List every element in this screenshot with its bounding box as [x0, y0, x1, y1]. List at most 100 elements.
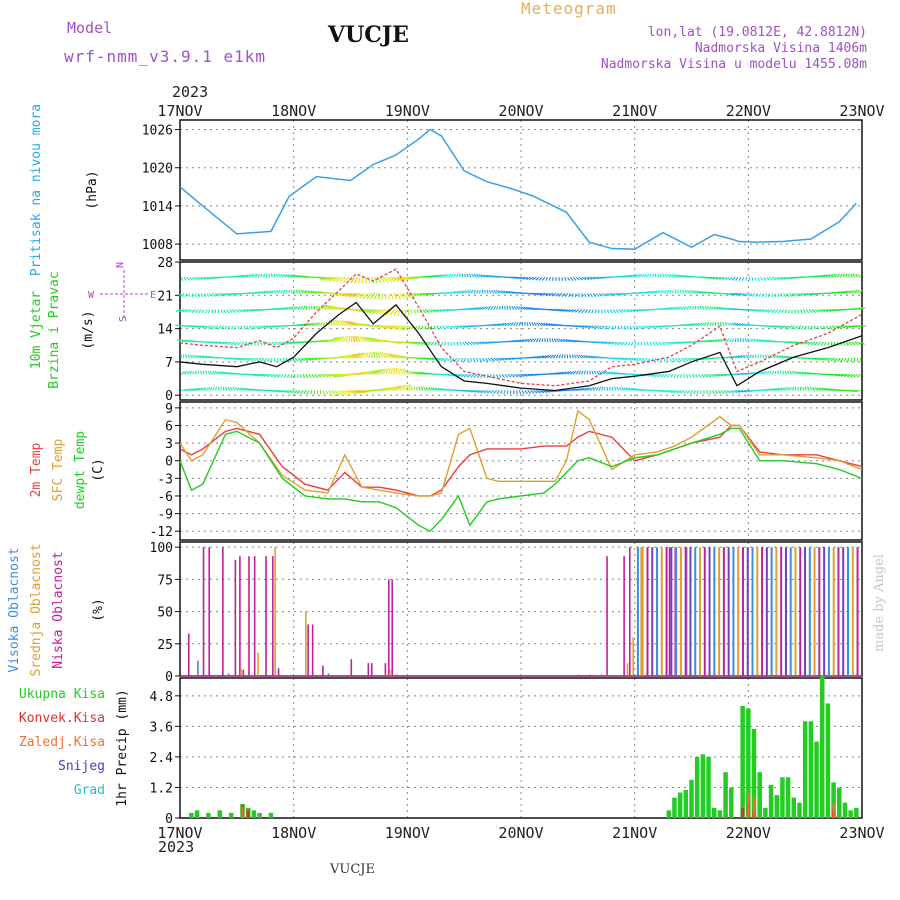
wind-barb: [791, 386, 795, 391]
wind-barb: [830, 341, 833, 346]
wind-barb: [275, 273, 279, 278]
wind-barb: [678, 357, 682, 362]
cloud-bar: [391, 579, 394, 676]
wind-barb: [185, 354, 188, 359]
wind-barb: [348, 389, 358, 395]
wind-barb: [824, 387, 830, 391]
wind-barb: [510, 373, 515, 378]
wind-barb: [195, 387, 201, 391]
cloud-bar-overcast: [780, 547, 783, 676]
wind-barb: [681, 274, 688, 278]
wind-barb: [200, 293, 204, 298]
wind-barb: [268, 341, 273, 346]
wind-barb: [322, 390, 325, 395]
wind-barb: [601, 325, 605, 330]
wind-barb: [430, 341, 435, 346]
wind-barb: [715, 338, 720, 343]
wind-barb: [198, 325, 205, 329]
wind-barb: [212, 292, 217, 297]
precip-bar: [780, 777, 785, 818]
wind-barb: [317, 373, 322, 378]
wind-barb: [842, 273, 845, 278]
cloud-bar-overcast: [746, 547, 749, 676]
wind-barb: [285, 289, 288, 294]
cloud-bar-overcast: [813, 547, 816, 676]
wind-barb: [720, 373, 727, 377]
wind-barb: [227, 371, 233, 375]
wind-barb: [527, 373, 534, 377]
wind-barb: [399, 293, 405, 300]
precip-bar: [831, 782, 836, 818]
wind-barb: [200, 387, 206, 391]
wind-barb: [331, 336, 339, 343]
wind-barb: [388, 368, 391, 375]
wind-barb: [834, 373, 841, 377]
wind-barb: [535, 338, 539, 343]
wind-barb: [742, 338, 745, 343]
wind-barb: [744, 338, 748, 343]
cloud-low-label: Niska Oblacnost: [51, 551, 66, 668]
wind-barb: [839, 273, 843, 278]
wind-barb: [847, 373, 853, 378]
wind-barb: [516, 339, 522, 343]
wind-barb: [288, 306, 294, 311]
wind-barb: [465, 389, 472, 392]
wind-barb: [598, 386, 602, 391]
wind-barb: [743, 354, 748, 359]
wind-barb: [584, 309, 588, 314]
wind-barb: [825, 274, 831, 278]
wind-barb: [351, 353, 359, 359]
wind-barb: [711, 306, 716, 311]
wind-barb: [319, 322, 323, 327]
wind-barb: [273, 273, 276, 278]
wind-barb: [522, 276, 529, 280]
wind-barb: [226, 309, 230, 314]
wind-barb: [526, 322, 529, 326]
wind-barb: [405, 276, 416, 280]
wind-barb: [456, 290, 462, 294]
wind-barb: [448, 291, 454, 294]
wind-barb: [782, 370, 785, 375]
wind-barb: [336, 276, 344, 283]
wind-barb: [593, 355, 600, 359]
wind-barb: [450, 325, 456, 329]
wind-barb: [433, 325, 436, 330]
wind-barb: [382, 276, 389, 283]
cloud-bar-overcast: [789, 547, 792, 676]
wind-barb: [328, 337, 337, 343]
wind-barb: [201, 309, 205, 314]
wind-barb: [300, 305, 303, 310]
wind-barb: [740, 389, 747, 393]
wind-barb: [280, 289, 283, 294]
wind-barb: [762, 354, 765, 359]
wind-barb: [308, 374, 312, 378]
wind-barb: [493, 289, 497, 294]
wind-barb: [797, 386, 799, 391]
cloud-bar-overcast: [765, 547, 768, 676]
wind-barb: [664, 307, 670, 311]
wind-barb: [322, 306, 327, 310]
wind-barb: [666, 358, 669, 362]
wind-barb: [498, 290, 503, 294]
wind-barb: [764, 309, 770, 313]
wind-barb: [436, 325, 440, 330]
wind-barb: [367, 336, 375, 343]
wind-barb: [541, 389, 548, 393]
wind-barb: [548, 292, 554, 297]
wind-barb: [480, 374, 483, 379]
wind-barb: [291, 357, 296, 362]
wind-barb: [689, 357, 695, 361]
cloud-bar: [240, 668, 242, 676]
wind-barb: [357, 277, 361, 284]
wind-barb: [249, 309, 255, 312]
wind-barb: [391, 276, 400, 282]
wind-barb: [673, 374, 677, 379]
wind-barb: [776, 354, 782, 359]
wind-barb: [425, 357, 432, 360]
wind-barb: [302, 305, 306, 310]
wind-barb: [562, 309, 568, 312]
wind-barb: [823, 274, 828, 278]
wind-barb: [629, 325, 633, 330]
wind-barb: [785, 293, 790, 297]
wind-barb: [471, 273, 475, 278]
